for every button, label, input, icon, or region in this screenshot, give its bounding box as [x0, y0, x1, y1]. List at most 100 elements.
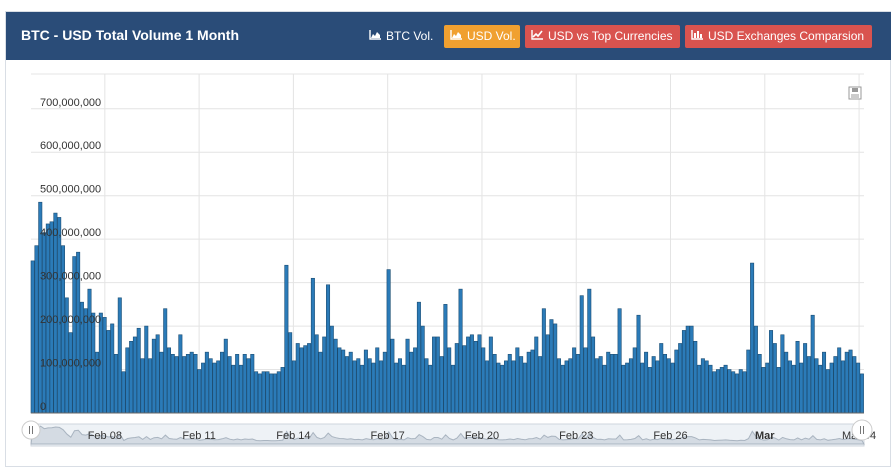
- bar[interactable]: [454, 343, 459, 414]
- bar[interactable]: [750, 262, 755, 414]
- bar[interactable]: [401, 364, 406, 414]
- bar[interactable]: [326, 284, 331, 414]
- bar[interactable]: [541, 308, 546, 414]
- bar[interactable]: [216, 360, 221, 414]
- bar[interactable]: [829, 362, 834, 414]
- bar[interactable]: [174, 356, 179, 414]
- bar[interactable]: [602, 364, 607, 414]
- bar[interactable]: [254, 371, 259, 414]
- bar[interactable]: [208, 358, 213, 414]
- bar[interactable]: [833, 356, 838, 414]
- bar[interactable]: [363, 349, 368, 414]
- bar[interactable]: [170, 354, 175, 414]
- bar[interactable]: [553, 323, 558, 414]
- bar[interactable]: [647, 367, 652, 414]
- bar[interactable]: [371, 362, 376, 414]
- bar[interactable]: [844, 351, 849, 414]
- bar[interactable]: [776, 367, 781, 414]
- bar[interactable]: [450, 364, 455, 414]
- bar[interactable]: [545, 334, 550, 414]
- bar[interactable]: [117, 297, 122, 414]
- bar[interactable]: [125, 347, 130, 414]
- bar[interactable]: [716, 369, 721, 414]
- bar[interactable]: [503, 360, 508, 414]
- bar[interactable]: [492, 354, 497, 414]
- bar[interactable]: [197, 369, 202, 414]
- bar[interactable]: [242, 354, 247, 414]
- bar[interactable]: [201, 362, 206, 414]
- bar[interactable]: [178, 334, 183, 414]
- bar[interactable]: [625, 362, 630, 414]
- bar[interactable]: [572, 347, 577, 414]
- bar[interactable]: [856, 362, 861, 414]
- bar[interactable]: [382, 351, 387, 414]
- bar[interactable]: [30, 260, 35, 414]
- bar[interactable]: [538, 356, 543, 414]
- bar[interactable]: [257, 373, 262, 414]
- bar[interactable]: [227, 356, 232, 414]
- bar[interactable]: [742, 371, 747, 414]
- bar[interactable]: [318, 351, 323, 414]
- bar[interactable]: [791, 364, 796, 414]
- bar[interactable]: [488, 336, 493, 414]
- bar[interactable]: [129, 340, 134, 414]
- bar[interactable]: [68, 332, 73, 414]
- bar[interactable]: [420, 325, 425, 414]
- bar[interactable]: [295, 343, 300, 414]
- bar[interactable]: [719, 367, 724, 414]
- bar[interactable]: [591, 336, 596, 414]
- bar[interactable]: [405, 338, 410, 414]
- bar[interactable]: [261, 371, 266, 414]
- bar[interactable]: [515, 347, 520, 414]
- bar[interactable]: [644, 351, 649, 414]
- bar[interactable]: [106, 330, 111, 414]
- btc-vol-button[interactable]: BTC Vol.: [363, 25, 439, 48]
- bar[interactable]: [564, 360, 569, 414]
- navigator[interactable]: Feb 08 Feb 11 Feb 14 Feb 17 Feb 20 Feb 23 Feb …: [30, 423, 876, 447]
- bar[interactable]: [606, 351, 611, 414]
- bar[interactable]: [375, 347, 380, 414]
- bar[interactable]: [189, 351, 194, 414]
- bar[interactable]: [155, 334, 160, 414]
- bar[interactable]: [273, 373, 278, 414]
- bar[interactable]: [674, 349, 679, 414]
- bar[interactable]: [526, 351, 531, 414]
- bar[interactable]: [132, 336, 137, 414]
- bar[interactable]: [859, 373, 864, 414]
- bar[interactable]: [712, 371, 717, 414]
- bar[interactable]: [795, 340, 800, 414]
- bar[interactable]: [379, 360, 384, 414]
- navigator-handle-right[interactable]: [851, 419, 873, 441]
- bar[interactable]: [594, 358, 599, 414]
- bar[interactable]: [852, 356, 857, 414]
- usd-exchanges-comparsion-button[interactable]: USD Exchanges Comparsion: [685, 25, 872, 48]
- bar[interactable]: [522, 362, 527, 414]
- bar[interactable]: [360, 364, 365, 414]
- bar[interactable]: [284, 264, 289, 414]
- bar[interactable]: [151, 338, 156, 414]
- bar[interactable]: [746, 349, 751, 414]
- bar[interactable]: [780, 334, 785, 414]
- bar[interactable]: [598, 356, 603, 414]
- bar[interactable]: [235, 354, 240, 414]
- bar[interactable]: [587, 288, 592, 414]
- bar[interactable]: [303, 345, 308, 414]
- bar[interactable]: [212, 362, 217, 414]
- bar[interactable]: [193, 354, 198, 414]
- bar[interactable]: [681, 330, 686, 414]
- bar[interactable]: [477, 334, 482, 414]
- bar[interactable]: [435, 336, 440, 414]
- bar[interactable]: [352, 360, 357, 414]
- bar[interactable]: [689, 325, 694, 414]
- bar[interactable]: [500, 364, 505, 414]
- bar[interactable]: [394, 362, 399, 414]
- bar[interactable]: [575, 354, 580, 414]
- navigator-handle-left[interactable]: [21, 420, 41, 440]
- bar[interactable]: [344, 356, 349, 414]
- bar[interactable]: [727, 369, 732, 414]
- bar[interactable]: [458, 288, 463, 414]
- bar[interactable]: [447, 347, 452, 414]
- bar[interactable]: [837, 347, 842, 414]
- bar[interactable]: [348, 351, 353, 414]
- bar[interactable]: [413, 347, 418, 414]
